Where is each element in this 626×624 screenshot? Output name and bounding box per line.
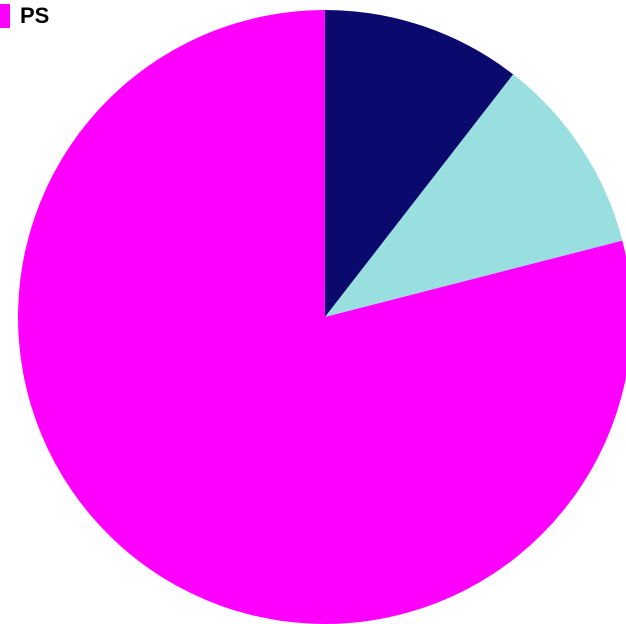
pie-slice-2 (325, 74, 623, 317)
pie-slice-1 (325, 10, 514, 317)
legend-item: PS (0, 2, 49, 30)
chart-legend: PS (0, 2, 49, 30)
legend-label: PS (20, 3, 50, 28)
legend-swatch (0, 4, 10, 28)
pie-slice-ps (18, 10, 626, 624)
